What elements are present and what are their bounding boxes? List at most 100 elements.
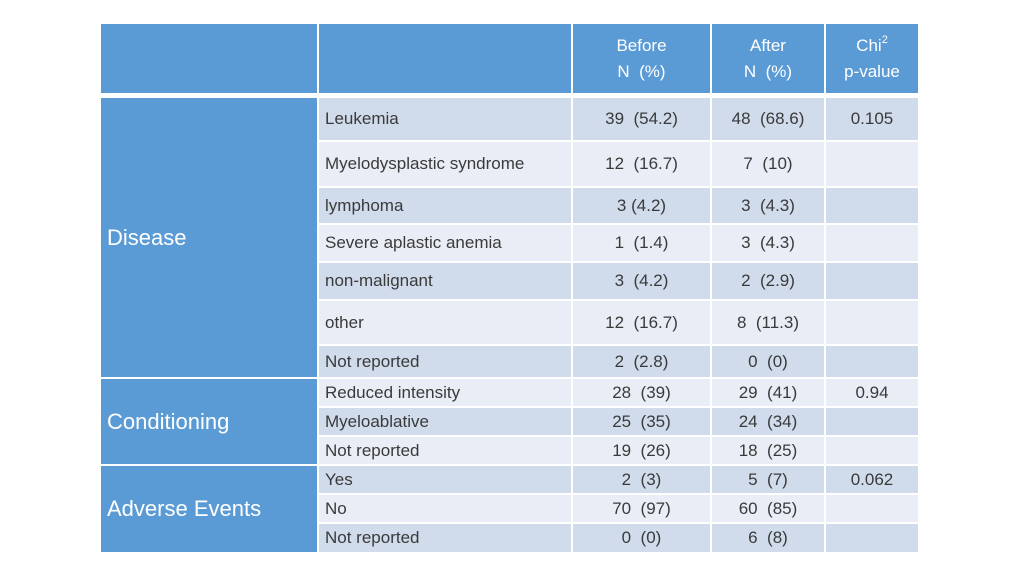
row-4-before: 1 (1.4) (614, 233, 669, 252)
row-8-before-cell: 28 (39) (573, 379, 712, 408)
row-13-after-cell: 6 (8) (712, 524, 826, 552)
row-5-label-cell: non-malignant (319, 263, 573, 301)
row-5-after-cell: 2 (2.9) (712, 263, 826, 301)
row-4-label-cell: Severe aplastic anemia (319, 225, 573, 263)
row-12-after: 60 (85) (738, 498, 798, 518)
row-11-before: 2 (3) (621, 469, 662, 489)
row-12-label-cell: No (319, 495, 573, 524)
row-5-after: 2 (2.9) (741, 271, 795, 290)
row-1-p-cell: 0.105 (826, 95, 918, 142)
row-2-before-cell: 12 (16.7) (573, 142, 712, 188)
row-2-before: 12 (16.7) (605, 154, 678, 173)
row-6-p-cell (826, 301, 918, 346)
row-4-before-cell: 1 (1.4) (573, 225, 712, 263)
header-before: Before N (%) (573, 24, 712, 95)
row-11-after: 5 (7) (748, 469, 788, 489)
row-9-after: 24 (34) (738, 411, 798, 431)
group-adverse-events-label: Adverse Events (107, 496, 262, 521)
header-before-line2: N (%) (617, 61, 666, 81)
row-10-label-cell: Not reported (319, 437, 573, 466)
header-after-line1: After (750, 35, 786, 55)
row-7-label-cell: Not reported (319, 346, 573, 379)
row-8-label: Reduced intensity (325, 382, 461, 402)
header-chi: Chi2 p-value (826, 24, 918, 95)
group-conditioning-label: Conditioning (107, 408, 230, 434)
header-chi-line2: p-value (844, 61, 900, 81)
row-4-after-cell: 3 (4.3) (712, 225, 826, 263)
row-12-after-cell: 60 (85) (712, 495, 826, 524)
row-10-p-cell (826, 437, 918, 466)
row-4-p-cell (826, 225, 918, 263)
row-5-p-cell (826, 263, 918, 301)
row-3-p-cell (826, 188, 918, 225)
row-7-before: 2 (2.8) (614, 351, 669, 371)
row-3-after-cell: 3 (4.3) (712, 188, 826, 225)
row-13-before: 0 (0) (621, 528, 662, 547)
row-8-label-cell: Reduced intensity (319, 379, 573, 408)
row-12-before-cell: 70 (97) (573, 495, 712, 524)
row-3-before-cell: 3 (4.2) (573, 188, 712, 225)
row-2-label-cell: Myelodysplastic syndrome (319, 142, 573, 188)
group-disease: Disease (101, 95, 319, 379)
row-2-label: Myelodysplastic syndrome (325, 154, 525, 173)
row-13-label: Not reported (325, 528, 420, 547)
header-chi-sup: 2 (881, 33, 888, 46)
row-13-p-cell (826, 524, 918, 552)
row-12-before: 70 (97) (612, 498, 671, 518)
row-7-after: 0 (0) (748, 351, 788, 371)
row-10-before: 19 (26) (612, 440, 671, 460)
row-13-label-cell: Not reported (319, 524, 573, 552)
header-after-line2: N (%) (743, 61, 793, 81)
row-10-after-cell: 18 (25) (712, 437, 826, 466)
row-6-after: 8 (11.3) (736, 312, 800, 332)
row-12-p-cell (826, 495, 918, 524)
row-11-before-cell: 2 (3) (573, 466, 712, 495)
row-6-label: other (325, 312, 364, 332)
row-7-after-cell: 0 (0) (712, 346, 826, 379)
row-11-p-cell: 0.062 (826, 466, 918, 495)
header-chi-line1: Chi2 (856, 33, 888, 59)
row-5-before-cell: 3 (4.2) (573, 263, 712, 301)
row-3-after: 3 (4.3) (741, 195, 795, 215)
row-9-label: Myeloablative (325, 411, 429, 431)
row-8-after: 29 (41) (738, 382, 798, 402)
header-blank-group (101, 24, 319, 95)
row-8-before: 28 (39) (612, 382, 671, 402)
row-7-before-cell: 2 (2.8) (573, 346, 712, 379)
row-11-label: Yes (325, 469, 353, 489)
row-7-label: Not reported (325, 351, 420, 371)
row-1-before: 39 (54.2) (605, 109, 678, 128)
row-6-after-cell: 8 (11.3) (712, 301, 826, 346)
row-8-after-cell: 29 (41) (712, 379, 826, 408)
row-5-label: non-malignant (325, 271, 433, 290)
row-4-after: 3 (4.3) (741, 233, 795, 252)
header-after: After N (%) (712, 24, 826, 95)
group-adverse-events: Adverse Events (101, 466, 319, 552)
row-3-before: 3 (4.2) (616, 195, 667, 215)
row-1-before-cell: 39 (54.2) (573, 95, 712, 142)
group-disease-label: Disease (107, 224, 187, 250)
row-9-before-cell: 25 (35) (573, 408, 712, 437)
row-5-before: 3 (4.2) (614, 271, 669, 290)
row-9-label-cell: Myeloablative (319, 408, 573, 437)
row-1-label: Leukemia (325, 109, 399, 128)
row-2-after-cell: 7 (10) (712, 142, 826, 188)
row-11-after-cell: 5 (7) (712, 466, 826, 495)
row-13-after: 6 (8) (748, 528, 788, 547)
row-9-after-cell: 24 (34) (712, 408, 826, 437)
row-13-before-cell: 0 (0) (573, 524, 712, 552)
header-blank-label (319, 24, 573, 95)
row-2-after: 7 (10) (743, 154, 793, 173)
results-table: Before N (%) After N (%) Chi2 p-value Di… (101, 24, 918, 552)
row-6-before: 12 (16.7) (605, 312, 678, 332)
row-6-label-cell: other (319, 301, 573, 346)
row-12-label: No (325, 498, 347, 518)
row-10-after: 18 (25) (738, 440, 798, 460)
row-9-before: 25 (35) (612, 411, 671, 431)
row-9-p-cell (826, 408, 918, 437)
row-1-after: 48 (68.6) (731, 109, 805, 128)
group-conditioning: Conditioning (101, 379, 319, 466)
row-1-after-cell: 48 (68.6) (712, 95, 826, 142)
row-3-label: lymphoma (325, 195, 404, 215)
row-3-label-cell: lymphoma (319, 188, 573, 225)
